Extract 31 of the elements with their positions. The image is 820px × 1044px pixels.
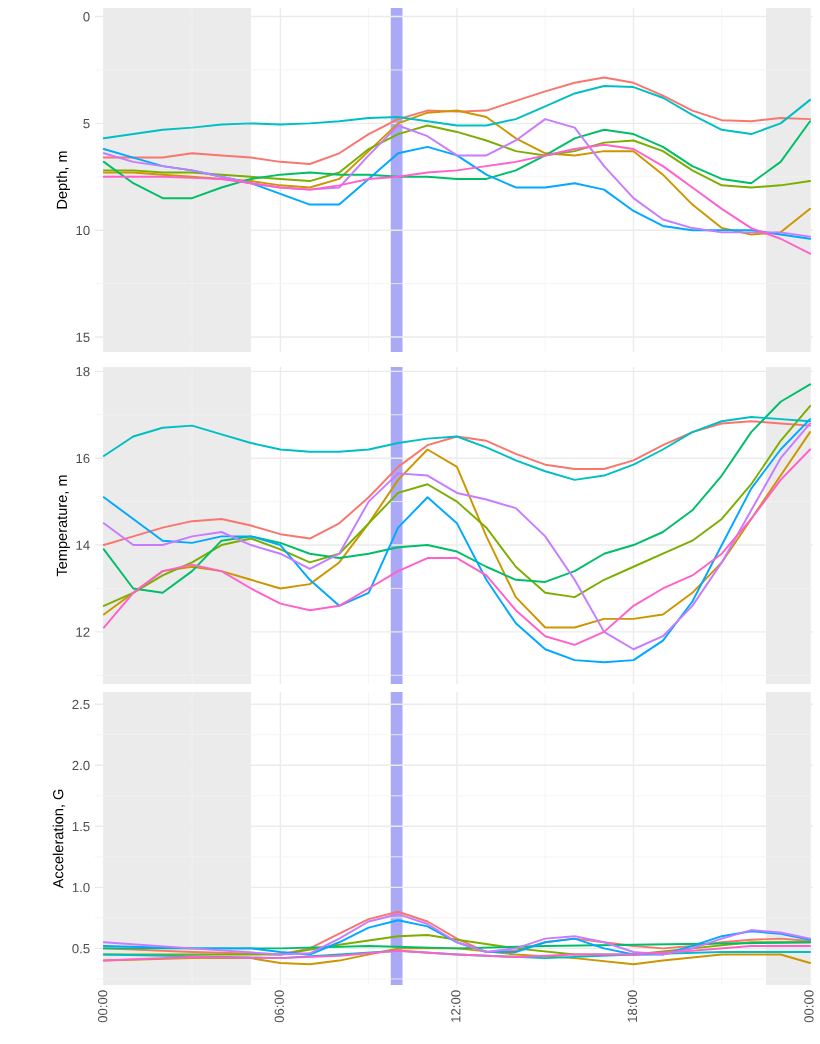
y-tick-label: 2.5 [72,699,90,710]
y-tick-label: 18 [76,366,90,377]
x-tick-label: 06:00 [274,990,284,1023]
y-axis-title: Depth, m [56,151,70,209]
x-tick-label: 00:00 [804,990,814,1023]
y-tick-label: 15 [76,332,90,342]
line-series [102,120,812,200]
x-tick-label: 12:00 [451,990,461,1022]
y-tick-label: 1.5 [72,822,90,832]
y-tick-label: 2.0 [72,760,90,771]
y-tick-label: 14 [76,540,90,550]
line-series [102,405,812,607]
y-tick-label: 5 [83,119,90,129]
line-series [102,143,812,255]
line-series [102,415,812,481]
line-series [102,124,812,189]
y-axis-title: Acceleration, G [52,789,66,889]
line-series [102,85,812,140]
y-tick-label: 16 [76,453,90,464]
y-axis-title: Temperature, m [56,475,70,577]
line-series [102,383,812,594]
y-tick-label: 0 [83,12,90,22]
line-series [102,420,812,547]
x-tick-label: 18:00 [627,990,638,1022]
line-series [102,944,812,962]
line-series [102,76,812,165]
y-tick-label: 10 [76,225,90,236]
x-tick-label: 00:00 [98,990,108,1023]
y-tick-label: 0.5 [72,943,90,954]
y-tick-label: 12 [76,627,90,637]
y-tick-label: 1.0 [72,882,90,893]
